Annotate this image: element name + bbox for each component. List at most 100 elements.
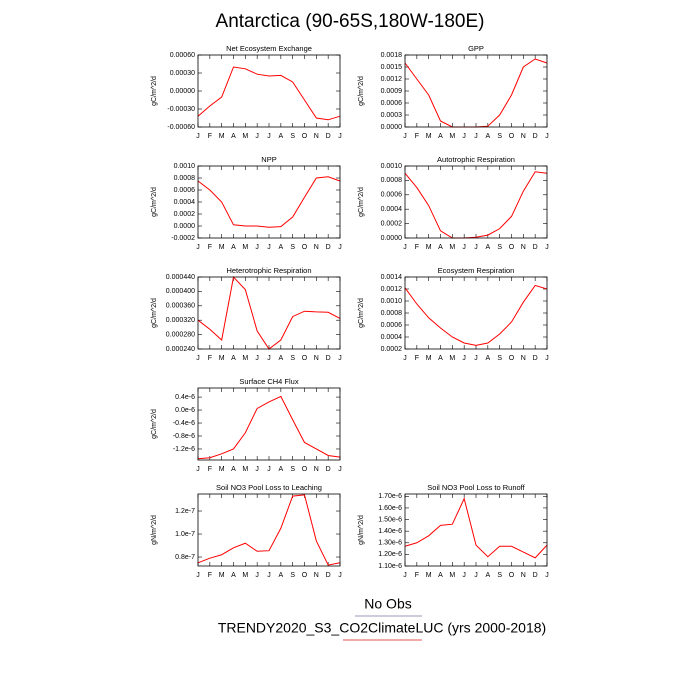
y-tick-label: 0.0010 bbox=[381, 163, 403, 170]
x-tick-label: N bbox=[521, 133, 526, 140]
y-tick-label: 1.50e-6 bbox=[378, 516, 402, 523]
x-tick-label: F bbox=[415, 244, 419, 251]
x-tick-label: J bbox=[267, 466, 271, 473]
x-tick-label: O bbox=[509, 355, 515, 362]
y-tick-label: 0.0009 bbox=[381, 88, 403, 95]
panel-title: Ecosystem Respiration bbox=[438, 266, 515, 275]
x-tick-label: D bbox=[533, 244, 538, 251]
x-tick-label: M bbox=[219, 572, 225, 579]
y-tick-label: 0.0012 bbox=[381, 286, 403, 293]
x-tick-label: N bbox=[314, 355, 319, 362]
x-tick-label: M bbox=[219, 466, 225, 473]
x-tick-label: N bbox=[314, 466, 319, 473]
plot-frame bbox=[404, 54, 548, 128]
y-tick-label: 0.0000 bbox=[381, 235, 403, 242]
page-title: Antarctica (90-65S,180W-180E) bbox=[216, 11, 485, 32]
x-tick-label: M bbox=[449, 244, 455, 251]
panel-title: Net Ecosystem Exchange bbox=[226, 44, 312, 53]
plot-frame bbox=[197, 54, 341, 128]
x-tick-label: J bbox=[474, 355, 478, 362]
data-line bbox=[197, 176, 341, 228]
plot-frame bbox=[197, 493, 341, 567]
x-tick-label: A bbox=[485, 572, 490, 579]
panel-title: Autotrophic Respiration bbox=[437, 155, 515, 164]
x-tick-label: J bbox=[338, 572, 342, 579]
y-tick-label: 0.8e-7 bbox=[175, 554, 195, 561]
y-tick-label: 0.000400 bbox=[166, 288, 195, 295]
x-tick-label: J bbox=[255, 244, 259, 251]
panel-title: Soil NO3 Pool Loss to Runoff bbox=[427, 483, 525, 492]
x-tick-label: A bbox=[278, 244, 283, 251]
x-tick-label: A bbox=[231, 244, 236, 251]
y-tick-label: 0.4e-6 bbox=[175, 394, 195, 401]
x-tick-label: O bbox=[302, 355, 308, 362]
x-tick-label: J bbox=[462, 133, 466, 140]
plot-frame bbox=[197, 387, 341, 461]
x-tick-label: S bbox=[497, 355, 502, 362]
x-tick-label: N bbox=[521, 355, 526, 362]
y-tick-label: 0.0006 bbox=[381, 192, 403, 199]
x-tick-label: S bbox=[497, 244, 502, 251]
y-tick-label: 0.0006 bbox=[381, 100, 403, 107]
y-tick-label: -0.00030 bbox=[167, 106, 195, 113]
x-tick-label: M bbox=[426, 133, 432, 140]
x-tick-label: A bbox=[485, 244, 490, 251]
x-tick-label: M bbox=[219, 355, 225, 362]
x-tick-label: J bbox=[474, 244, 478, 251]
y-tick-label: 0.0010 bbox=[381, 298, 403, 305]
plot-frame bbox=[197, 276, 341, 350]
x-tick-label: J bbox=[462, 244, 466, 251]
x-tick-label: M bbox=[426, 355, 432, 362]
x-tick-label: N bbox=[314, 133, 319, 140]
panel-title: GPP bbox=[468, 44, 484, 53]
y-tick-label: 0.0003 bbox=[381, 112, 403, 119]
x-tick-label: J bbox=[255, 133, 259, 140]
x-tick-label: J bbox=[545, 133, 549, 140]
x-tick-label: J bbox=[267, 572, 271, 579]
x-tick-label: A bbox=[438, 355, 443, 362]
y-tick-label: -0.8e-6 bbox=[173, 433, 195, 440]
plot-frame bbox=[404, 276, 548, 350]
y-tick-label: 0.0004 bbox=[381, 334, 403, 341]
x-tick-label: J bbox=[255, 466, 259, 473]
y-axis-label: gC/m^2/d bbox=[151, 76, 158, 106]
x-tick-label: S bbox=[290, 133, 295, 140]
x-tick-label: A bbox=[438, 244, 443, 251]
y-tick-label: 0.0008 bbox=[381, 310, 403, 317]
y-axis-label: gC/m^2/d bbox=[358, 76, 365, 106]
y-tick-label: 0.0004 bbox=[381, 206, 403, 213]
x-tick-label: A bbox=[278, 572, 283, 579]
x-tick-label: A bbox=[485, 355, 490, 362]
y-axis-label: gC/m^2/d bbox=[151, 409, 158, 439]
x-tick-label: M bbox=[242, 572, 248, 579]
x-tick-label: O bbox=[509, 133, 515, 140]
x-tick-label: A bbox=[438, 572, 443, 579]
x-tick-label: S bbox=[290, 244, 295, 251]
y-tick-label: 0.0015 bbox=[381, 64, 403, 71]
x-tick-label: F bbox=[415, 355, 419, 362]
y-tick-label: 0.0000 bbox=[381, 124, 403, 131]
x-tick-label: J bbox=[338, 244, 342, 251]
x-tick-label: A bbox=[485, 133, 490, 140]
x-tick-label: M bbox=[242, 355, 248, 362]
x-tick-label: D bbox=[326, 355, 331, 362]
x-tick-label: A bbox=[231, 133, 236, 140]
x-tick-label: M bbox=[242, 133, 248, 140]
x-tick-label: J bbox=[403, 244, 407, 251]
x-tick-label: J bbox=[474, 133, 478, 140]
x-tick-label: J bbox=[338, 355, 342, 362]
y-tick-label: 1.30e-6 bbox=[378, 540, 402, 547]
plot-frame bbox=[404, 165, 548, 239]
x-tick-label: J bbox=[338, 133, 342, 140]
x-tick-label: O bbox=[509, 244, 515, 251]
x-tick-label: D bbox=[326, 244, 331, 251]
x-tick-label: J bbox=[196, 244, 200, 251]
x-tick-label: J bbox=[255, 572, 259, 579]
y-tick-label: 0.0002 bbox=[381, 220, 403, 227]
x-tick-label: N bbox=[314, 244, 319, 251]
y-tick-label: 0.0010 bbox=[174, 163, 196, 170]
